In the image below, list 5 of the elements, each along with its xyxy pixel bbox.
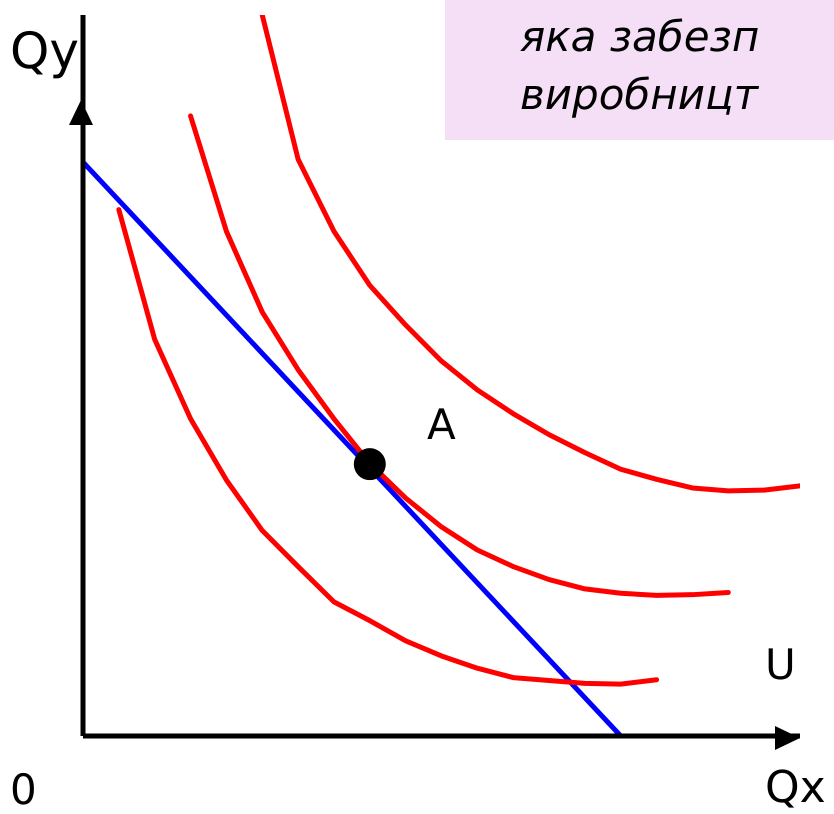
x-axis-title: Qx [765,762,826,813]
annotation: A [427,400,456,449]
annotation: U [765,640,796,689]
text: 0 [10,765,37,814]
y-axis-title: Qy [10,22,79,80]
